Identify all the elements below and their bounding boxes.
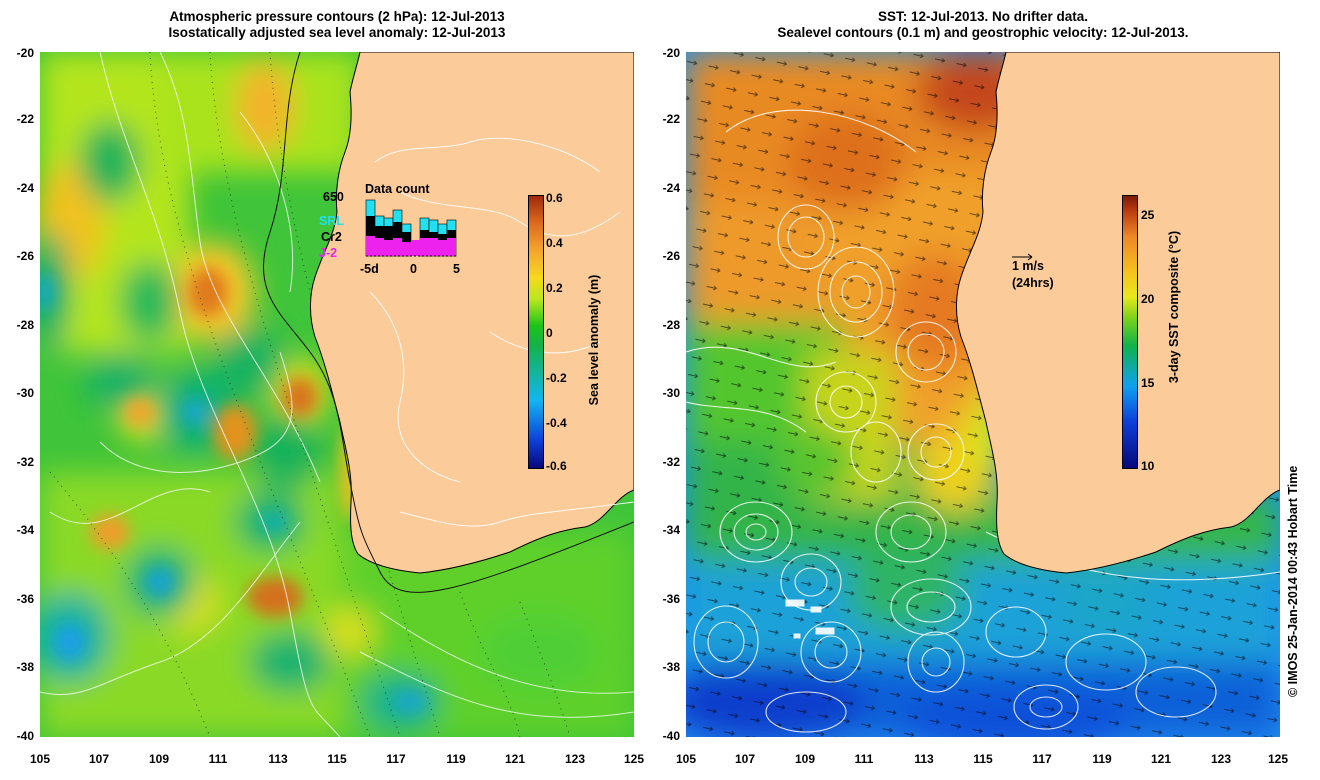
australia-land: [310, 52, 634, 574]
left-title-line2: Isostatically adjusted sea level anomaly…: [168, 25, 506, 40]
imos-credit: © IMOS 25-Jan-2014 00:43 Hobart Time: [1286, 465, 1300, 697]
left-x-tick: 125: [623, 752, 645, 766]
left-x-tick: 105: [29, 752, 51, 766]
right-x-tick: 121: [1150, 752, 1172, 766]
left-y-tick: -38: [16, 660, 34, 674]
left-y-tick: -26: [16, 249, 34, 263]
left-x-tick: 111: [208, 752, 228, 766]
data-count-tick-minus5: -5d: [360, 262, 379, 276]
sea-level-anomaly-map: Data count 650 SRL Cr2 J-2 -5d 0 5: [40, 52, 634, 737]
left-x-tick: 115: [327, 752, 347, 766]
left-y-tick: -28: [16, 318, 34, 332]
left-x-tick: 121: [504, 752, 526, 766]
sla-field: [40, 52, 634, 737]
sla-cbar-tick: -0.6: [546, 459, 567, 473]
left-y-tick: -34: [16, 523, 34, 537]
sst-cbar-tick: 25: [1141, 208, 1155, 222]
right-y-tick: -40: [662, 729, 680, 743]
right-y-tick: -32: [662, 455, 680, 469]
right-x-tick: 113: [914, 752, 934, 766]
right-x-tick: 119: [1092, 752, 1112, 766]
sst-cbar-tick: 15: [1141, 376, 1155, 390]
velocity-scale-arrow: [1012, 253, 1033, 261]
left-y-tick: -30: [16, 386, 34, 400]
right-y-tick: -20: [662, 46, 680, 60]
left-x-tick: 109: [148, 752, 170, 766]
sst-colorbar: [1122, 195, 1138, 469]
sla-cbar-tick: -0.4: [546, 416, 567, 430]
right-title-line1: SST: 12-Jul-2013. No drifter data.: [877, 9, 1089, 24]
data-count-title: Data count: [365, 182, 430, 196]
legend-srl: SRL: [319, 214, 344, 228]
sla-cbar-tick: 0.4: [546, 236, 563, 250]
right-y-tick: -26: [662, 249, 680, 263]
right-y-tick: -38: [662, 660, 680, 674]
left-y-tick: -22: [16, 112, 34, 126]
left-y-tick: -32: [16, 455, 34, 469]
right-x-tick: 109: [794, 752, 816, 766]
right-x-tick: 107: [734, 752, 756, 766]
right-x-tick: 117: [1032, 752, 1052, 766]
data-count-max: 650: [323, 190, 344, 204]
right-y-tick: -28: [662, 318, 680, 332]
right-x-tick: 123: [1210, 752, 1232, 766]
data-count-bars: [365, 199, 457, 257]
sst-map: 1 m/s (24hrs): [686, 52, 1280, 737]
right-x-tick: 105: [675, 752, 697, 766]
right-title-line2: Sealevel contours (0.1 m) and geostrophi…: [777, 25, 1189, 40]
left-x-tick: 119: [446, 752, 466, 766]
left-y-tick: -40: [16, 729, 34, 743]
left-y-tick: -20: [16, 46, 34, 60]
sla-colorbar-label: Sea level anomaly (m): [587, 274, 601, 406]
sla-cbar-tick: 0.6: [546, 191, 563, 205]
sst-cbar-tick: 20: [1141, 292, 1155, 306]
sst-field: [686, 52, 1280, 737]
cloud-mask: [785, 599, 835, 639]
sla-cbar-tick: -0.2: [546, 371, 567, 385]
right-y-tick: -24: [662, 181, 680, 195]
data-count-tick-5: 5: [453, 262, 460, 276]
right-x-tick: 115: [973, 752, 993, 766]
sst-colorbar-label: 3-day SST composite (°C): [1167, 230, 1181, 384]
right-y-tick: -22: [662, 112, 680, 126]
sla-cbar-tick: 0: [546, 326, 553, 340]
left-x-tick: 123: [564, 752, 586, 766]
right-x-tick: 111: [854, 752, 874, 766]
legend-j2: J-2: [319, 246, 338, 260]
right-y-tick: -30: [662, 386, 680, 400]
right-y-tick: -34: [662, 523, 680, 537]
left-map-title: Atmospheric pressure contours (2 hPa): 1…: [40, 9, 634, 41]
left-x-tick: 107: [88, 752, 110, 766]
data-count-inset: [365, 199, 457, 257]
left-y-tick: -24: [16, 181, 34, 195]
left-x-tick: 117: [386, 752, 406, 766]
sla-colorbar: [528, 195, 544, 469]
velocity-scale-label: 1 m/s: [1012, 259, 1044, 273]
right-map-title: SST: 12-Jul-2013. No drifter data. Seale…: [686, 9, 1280, 41]
sla-cbar-tick: 0.2: [546, 281, 563, 295]
right-x-tick: 125: [1267, 752, 1289, 766]
data-count-tick-0: 0: [410, 262, 417, 276]
right-y-tick: -36: [662, 592, 680, 606]
left-title-line1: Atmospheric pressure contours (2 hPa): 1…: [169, 9, 505, 24]
velocity-scale-sublabel: (24hrs): [1012, 276, 1054, 290]
legend-cr2: Cr2: [321, 230, 342, 244]
left-y-tick: -36: [16, 592, 34, 606]
sst-cbar-tick: 10: [1141, 459, 1155, 473]
left-x-tick: 113: [268, 752, 288, 766]
